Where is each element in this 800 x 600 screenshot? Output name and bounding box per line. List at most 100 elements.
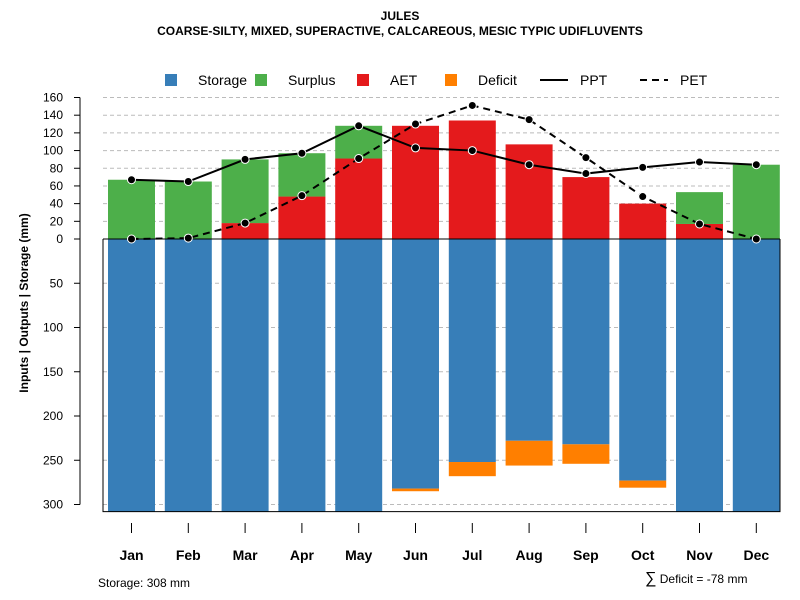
aet-bar [221, 223, 269, 239]
y-tick-label: 80 [50, 161, 64, 175]
legend-swatch-storage [165, 74, 177, 86]
storage-bar [278, 239, 326, 512]
month-label-oct: Oct [631, 547, 655, 563]
ppt-line [131, 124, 757, 183]
pet-point [695, 219, 704, 229]
month-label-feb: Feb [176, 547, 201, 563]
month-label-jun: Jun [403, 547, 428, 563]
surplus-bar [278, 153, 326, 197]
legend-swatch-deficit [445, 74, 457, 86]
deficit-bar [619, 480, 667, 488]
storage-bar [448, 239, 496, 463]
y-tick-label: 60 [50, 179, 64, 193]
y-tick-label: 40 [50, 197, 64, 211]
month-label-jan: Jan [119, 547, 143, 563]
ppt-point [127, 175, 136, 185]
legend-label-pet: PET [680, 72, 708, 88]
legend-swatch-surplus [255, 74, 267, 86]
aet-bar [392, 125, 439, 239]
month-label-dec: Dec [743, 547, 769, 563]
pet-point [524, 115, 534, 125]
ppt-point [695, 157, 704, 167]
storage-bar [108, 239, 155, 512]
month-label-jul: Jul [462, 547, 482, 563]
pet-point [127, 234, 136, 244]
pet-point [240, 218, 250, 228]
storage-bar [164, 239, 212, 512]
aet-bar [335, 158, 383, 239]
month-label-apr: Apr [290, 547, 315, 563]
storage-bar [676, 239, 723, 512]
legend-label-aet: AET [390, 72, 418, 88]
ppt-point [240, 154, 250, 164]
storage-bar [732, 239, 780, 512]
pet-point [751, 234, 761, 244]
ppt-point [183, 177, 193, 187]
surplus-bar [108, 179, 155, 239]
y-tick-label: 200 [43, 409, 63, 423]
ppt-point [297, 148, 307, 158]
ppt-point [581, 169, 591, 179]
y-tick-label: 300 [43, 498, 63, 512]
chart-title: JULES [380, 9, 420, 23]
aet-bar [619, 203, 667, 239]
storage-frame [102, 239, 781, 513]
month-label-may: May [345, 547, 372, 563]
aet-bar [448, 120, 496, 239]
pet-point [411, 119, 420, 129]
month-label-mar: Mar [233, 547, 258, 563]
storage-bar [619, 239, 667, 481]
aet-bar [505, 144, 553, 239]
ppt-point [638, 162, 648, 172]
surplus-bar [732, 164, 780, 239]
surplus-bar [676, 192, 723, 224]
y-tick-label: 120 [43, 126, 63, 140]
y-tick-label: 20 [50, 214, 64, 228]
y-tick-label: 160 [43, 91, 63, 105]
aet-bar [676, 223, 723, 239]
legend-label-ppt: PPT [580, 72, 608, 88]
storage-total-label: Storage: 308 mm [98, 576, 191, 590]
ppt-point [524, 160, 534, 170]
pet-point [638, 192, 648, 202]
surplus-bar [221, 159, 269, 224]
pet-point [581, 153, 591, 163]
storage-bar [562, 239, 610, 445]
month-label-aug: Aug [515, 547, 542, 563]
deficit-total-label: Deficit = -78 mm [659, 572, 748, 586]
ppt-point [354, 121, 364, 131]
y-axis-title: Inputs | Outputs | Storage (mm) [17, 213, 31, 392]
storage-bar [335, 239, 383, 512]
y-tick-label: 0 [56, 232, 63, 246]
storage-bar [392, 239, 439, 489]
storage-bar [505, 239, 553, 441]
y-tick-label: 250 [43, 453, 63, 467]
pet-point [297, 191, 307, 201]
pet-point [467, 100, 477, 110]
y-tick-label: 140 [43, 108, 63, 122]
pet-point [183, 233, 193, 243]
surplus-bar [164, 181, 212, 239]
y-tick-label: 50 [50, 276, 64, 290]
legend-label-storage: Storage [198, 72, 247, 88]
deficit-bar [448, 462, 496, 477]
deficit-bar [562, 444, 610, 464]
ppt-point [751, 160, 761, 170]
ppt-point [467, 146, 477, 156]
sum-symbol-icon: ∑ [645, 570, 657, 587]
surplus-bar [335, 125, 383, 159]
legend-swatch-aet [357, 74, 369, 86]
deficit-bar [392, 488, 439, 492]
legend-label-surplus: Surplus [288, 72, 335, 88]
y-tick-label: 150 [43, 365, 63, 379]
pet-line [131, 104, 757, 240]
month-label-sep: Sep [573, 547, 599, 563]
month-label-nov: Nov [686, 547, 713, 563]
deficit-total: ∑ Deficit = -78 mm [645, 570, 747, 588]
y-tick-label: 100 [43, 321, 63, 335]
legend-label-deficit: Deficit [478, 72, 517, 88]
deficit-bar [505, 440, 553, 466]
pet-point [354, 154, 364, 164]
chart-subtitle: COARSE-SILTY, MIXED, SUPERACTIVE, CALCAR… [157, 24, 643, 38]
